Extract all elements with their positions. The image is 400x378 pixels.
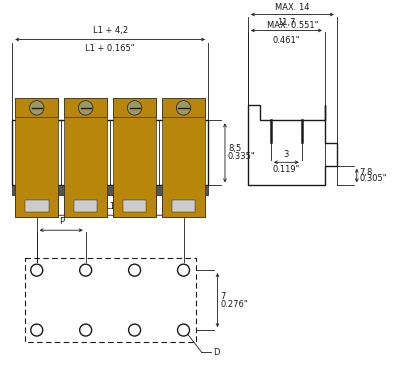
Bar (12, 185, 208, 195)
Text: L1 + 4,2: L1 + 4,2 (92, 26, 128, 36)
Text: MAX. 14: MAX. 14 (275, 3, 310, 11)
Text: MAX. 0.551": MAX. 0.551" (267, 20, 318, 29)
Bar (25, 200, 48, 212)
Bar (113, 98, 156, 217)
Text: 7: 7 (220, 291, 226, 301)
Circle shape (127, 101, 142, 115)
Bar (113, 195, 156, 217)
Bar (123, 200, 146, 212)
Text: 0.305": 0.305" (360, 174, 387, 183)
Bar (15, 98, 58, 217)
Bar (64, 98, 107, 117)
Bar (74, 200, 98, 212)
Text: L1 + 0.165": L1 + 0.165" (85, 45, 135, 53)
Text: D: D (214, 347, 220, 356)
Text: 0.119": 0.119" (273, 165, 300, 174)
Bar (15, 195, 58, 217)
Text: L1: L1 (105, 202, 115, 211)
Text: 8,5: 8,5 (228, 144, 241, 153)
Text: 3: 3 (284, 150, 289, 159)
Bar (162, 98, 205, 217)
Text: 0.276": 0.276" (220, 300, 248, 308)
Text: P: P (59, 217, 64, 226)
Bar (162, 195, 205, 217)
Bar (113, 98, 156, 117)
Text: 7,8: 7,8 (360, 168, 373, 177)
Bar (172, 200, 195, 212)
Bar (64, 195, 107, 217)
Bar (64, 98, 107, 217)
Bar (15, 98, 58, 117)
Text: 0.461": 0.461" (273, 37, 300, 45)
Circle shape (78, 101, 93, 115)
Bar (25, 258, 196, 342)
Circle shape (30, 101, 44, 115)
Bar (12, 120, 208, 185)
Circle shape (176, 101, 191, 115)
Text: 0.335": 0.335" (228, 152, 256, 161)
Bar (162, 98, 205, 117)
Text: 11,7: 11,7 (277, 19, 296, 28)
